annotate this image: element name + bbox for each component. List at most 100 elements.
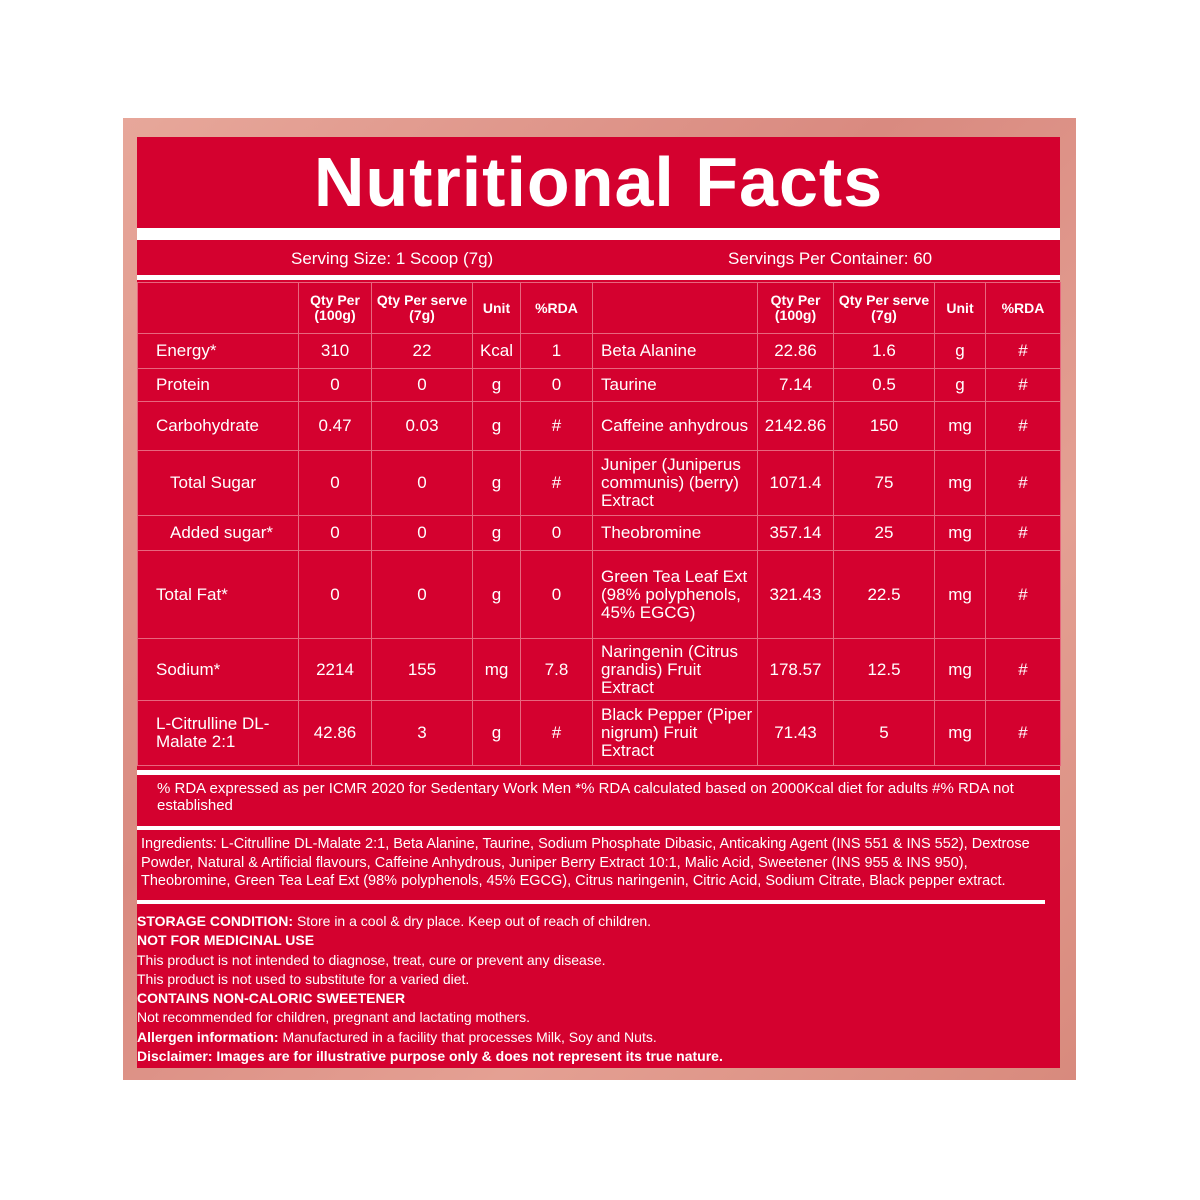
divider (137, 900, 1045, 904)
unit: g (472, 700, 521, 766)
unit: g (934, 333, 986, 369)
qty-per-serve: 25 (833, 515, 935, 551)
nutrition-table: Qty Per (100g) Qty Per serve (7g) Unit %… (137, 282, 1061, 766)
nutrient-name: Green Tea Leaf Ext (98% polyphenols, 45%… (592, 550, 758, 639)
qty-per-100g: 1071.4 (757, 450, 834, 516)
col-qty-serve: Qty Per serve (7g) (371, 282, 473, 334)
unit: mg (934, 401, 986, 451)
divider (137, 228, 1060, 240)
image-disclaimer: Disclaimer: Images are for illustrative … (137, 1048, 723, 1065)
table-row: Sodium* 2214 155 mg 7.8 Naringenin (Citrus gr… (137, 638, 1061, 701)
qty-per-100g: 2214 (298, 638, 372, 701)
col-qty-100g: Qty Per (100g) (757, 282, 834, 334)
col-qty-100g: Qty Per (100g) (298, 282, 372, 334)
ingredients: Ingredients: L-Citrulline DL-Malate 2:1,… (141, 836, 1030, 889)
qty-per-serve: 3 (371, 700, 473, 766)
nutrient-name: Beta Alanine (592, 333, 758, 369)
qty-per-serve: 0 (371, 368, 473, 402)
col-rda: %RDA (520, 282, 593, 334)
qty-per-serve: 155 (371, 638, 473, 701)
rda: # (985, 368, 1061, 402)
qty-per-100g: 0 (298, 550, 372, 639)
table-row: Protein 0 0 g 0 Taurine 7.14 0.5 g # (137, 368, 1061, 402)
qty-per-100g: 0 (298, 450, 372, 516)
qty-per-100g: 7.14 (757, 368, 834, 402)
rda: # (520, 700, 593, 766)
unit: g (472, 515, 521, 551)
unit: g (472, 450, 521, 516)
unit: g (472, 368, 521, 402)
rda: 0 (520, 368, 593, 402)
unit: mg (934, 700, 986, 766)
nutrient-name: Juniper (Juniperus communis) (berry) Ext… (592, 450, 758, 516)
qty-per-serve: 0.03 (371, 401, 473, 451)
table-row: Energy* 310 22 Kcal 1 Beta Alanine 22.86 1.6 g # (137, 333, 1061, 369)
qty-per-100g: 71.43 (757, 700, 834, 766)
disclaimer-line: Not recommended for children, pregnant a… (137, 1009, 530, 1026)
serving-size: Serving Size: 1 Scoop (7g) (291, 249, 494, 268)
disclaimer-line: This product is not intended to diagnose… (137, 951, 606, 968)
qty-per-100g: 0 (298, 515, 372, 551)
qty-per-serve: 22.5 (833, 550, 935, 639)
table-row: Added sugar* 0 0 g 0 Theobromine 357.14 25 mg # (137, 515, 1061, 551)
table-header: Qty Per (100g) Qty Per serve (7g) Unit %… (137, 282, 1061, 334)
qty-per-serve: 75 (833, 450, 935, 516)
rda: # (520, 450, 593, 516)
qty-per-100g: 178.57 (757, 638, 834, 701)
unit: mg (934, 638, 986, 701)
unit: mg (934, 450, 986, 516)
table-row: L-Citrulline DL-Malate 2:1 42.86 3 g # Black … (137, 700, 1061, 766)
qty-per-100g: 0 (298, 368, 372, 402)
col-rda: %RDA (985, 282, 1061, 334)
qty-per-serve: 150 (833, 401, 935, 451)
storage-text: Store in a cool & dry place. Keep out of… (293, 913, 652, 929)
storage-label: STORAGE CONDITION: (137, 913, 294, 929)
nutrient-name: Taurine (592, 368, 758, 402)
nutrition-panel: Nutritional Facts Serving Size: 1 Scoop … (137, 137, 1061, 1068)
unit: g (934, 368, 986, 402)
page-title: Nutritional Facts (313, 143, 884, 221)
qty-per-100g: 357.14 (757, 515, 834, 551)
rda: # (985, 450, 1061, 516)
qty-per-serve: 0.5 (833, 368, 935, 402)
nutrient-name: Energy* (137, 333, 299, 369)
nutrient-name: Black Pepper (Piper nigrum) Fruit Extrac… (592, 700, 758, 766)
rda: 7.8 (520, 638, 593, 701)
nutrient-name: Added sugar* (137, 515, 299, 551)
col-unit: Unit (472, 282, 521, 334)
unit: g (472, 550, 521, 639)
qty-per-100g: 42.86 (298, 700, 372, 766)
rda: # (985, 700, 1061, 766)
qty-per-serve: 0 (371, 550, 473, 639)
rda: # (985, 515, 1061, 551)
divider (137, 275, 1060, 280)
rda-note: % RDA expressed as per ICMR 2020 for Sed… (157, 780, 1014, 814)
rda: # (985, 550, 1061, 639)
allergen-text: Manufactured in a facility that processe… (278, 1028, 657, 1045)
allergen-label: Allergen information: (137, 1028, 279, 1045)
nutrient-name: Total Fat* (137, 550, 299, 639)
table-row: Carbohydrate 0.47 0.03 g # Caffeine anhydrous… (137, 401, 1061, 451)
servings-per-container: Servings Per Container: 60 (728, 249, 933, 268)
rda: 1 (520, 333, 593, 369)
unit: g (472, 401, 521, 451)
rda: # (985, 333, 1061, 369)
table-row: Total Sugar 0 0 g # Juniper (Juniperus commun… (137, 450, 1061, 516)
nutrient-name: Theobromine (592, 515, 758, 551)
rda: # (520, 401, 593, 451)
qty-per-serve: 5 (833, 700, 935, 766)
col-unit: Unit (934, 282, 986, 334)
disclaimer-line: This product is not used to substitute f… (137, 970, 470, 987)
qty-per-serve: 0 (371, 515, 473, 551)
unit: mg (472, 638, 521, 701)
nutrient-name: L-Citrulline DL-Malate 2:1 (137, 700, 299, 766)
unit: mg (934, 550, 986, 639)
divider (137, 770, 1060, 775)
rda: # (985, 401, 1061, 451)
rda: # (985, 638, 1061, 701)
nutrient-name: Protein (137, 368, 299, 402)
qty-per-serve: 1.6 (833, 333, 935, 369)
col-qty-serve: Qty Per serve (7g) (833, 282, 935, 334)
nutrient-name: Total Sugar (137, 450, 299, 516)
nutrient-name: Caffeine anhydrous (592, 401, 758, 451)
